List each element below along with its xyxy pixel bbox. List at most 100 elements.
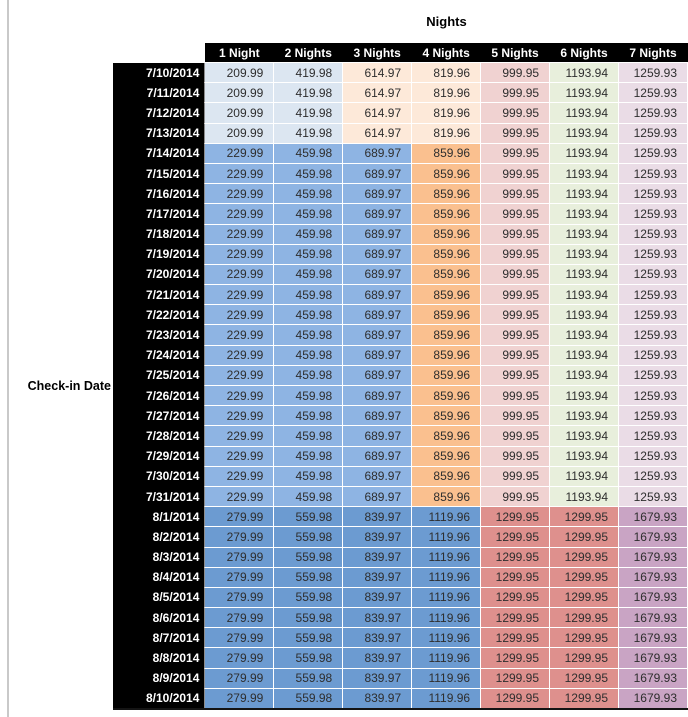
price-cell[interactable]: 459.98 — [273, 223, 344, 245]
price-cell[interactable]: 689.97 — [342, 344, 413, 366]
price-cell[interactable]: 1193.94 — [549, 122, 619, 144]
row-header-date[interactable]: 7/22/2014 — [113, 304, 205, 325]
price-cell[interactable]: 859.96 — [411, 445, 482, 467]
price-cell[interactable]: 459.98 — [273, 284, 344, 306]
price-cell[interactable]: 689.97 — [342, 162, 413, 185]
price-cell[interactable]: 1259.93 — [618, 263, 688, 286]
price-cell[interactable]: 689.97 — [342, 284, 413, 306]
row-header-date[interactable]: 7/23/2014 — [113, 324, 205, 346]
price-cell[interactable]: 559.98 — [273, 566, 344, 588]
price-cell[interactable]: 999.95 — [480, 223, 551, 245]
price-cell[interactable]: 859.96 — [411, 324, 482, 346]
price-cell[interactable]: 1259.93 — [618, 405, 688, 427]
price-cell[interactable]: 1299.95 — [480, 566, 551, 588]
price-cell[interactable]: 1119.96 — [411, 586, 482, 609]
price-cell[interactable]: 1259.93 — [618, 61, 688, 84]
price-cell[interactable]: 859.96 — [411, 384, 482, 407]
price-cell[interactable]: 689.97 — [342, 425, 413, 447]
price-cell[interactable]: 839.97 — [342, 627, 413, 649]
price-cell[interactable]: 1119.96 — [411, 506, 482, 528]
price-cell[interactable]: 689.97 — [342, 223, 413, 245]
price-cell[interactable]: 859.96 — [411, 284, 482, 306]
price-cell[interactable]: 689.97 — [342, 304, 413, 326]
price-cell[interactable]: 1259.93 — [618, 364, 688, 387]
price-cell[interactable]: 999.95 — [480, 364, 551, 387]
price-cell[interactable]: 1193.94 — [549, 223, 619, 245]
price-cell[interactable]: 999.95 — [480, 203, 551, 225]
price-cell[interactable]: 1193.94 — [549, 183, 619, 205]
price-cell[interactable]: 1259.93 — [618, 425, 688, 447]
price-cell[interactable]: 999.95 — [480, 324, 551, 346]
price-cell[interactable]: 614.97 — [342, 122, 413, 144]
price-cell[interactable]: 839.97 — [342, 566, 413, 588]
price-cell[interactable]: 1193.94 — [549, 61, 619, 84]
price-cell[interactable]: 419.98 — [273, 61, 344, 84]
price-cell[interactable]: 229.99 — [204, 304, 275, 326]
price-cell[interactable]: 1299.95 — [480, 607, 551, 629]
row-header-date[interactable]: 7/19/2014 — [113, 244, 205, 265]
price-cell[interactable]: 1679.93 — [618, 546, 688, 568]
price-cell[interactable]: 279.99 — [204, 506, 275, 528]
price-cell[interactable]: 559.98 — [273, 687, 344, 710]
price-cell[interactable]: 1679.93 — [618, 586, 688, 609]
price-cell[interactable]: 209.99 — [204, 82, 275, 104]
column-header-6-nights[interactable]: 6 Nights — [549, 43, 619, 63]
price-cell[interactable]: 1193.94 — [549, 284, 619, 306]
price-cell[interactable]: 1299.95 — [480, 687, 551, 710]
price-cell[interactable]: 1193.94 — [549, 485, 619, 508]
price-cell[interactable]: 999.95 — [480, 465, 551, 487]
price-cell[interactable]: 1259.93 — [618, 122, 688, 144]
price-cell[interactable]: 229.99 — [204, 445, 275, 467]
price-cell[interactable]: 859.96 — [411, 304, 482, 326]
price-cell[interactable]: 459.98 — [273, 465, 344, 487]
column-header-1-night[interactable]: 1 Night — [204, 43, 274, 63]
price-cell[interactable]: 999.95 — [480, 304, 551, 326]
price-cell[interactable]: 229.99 — [204, 263, 275, 286]
row-header-date[interactable]: 7/11/2014 — [113, 82, 205, 103]
price-cell[interactable]: 1299.95 — [480, 526, 551, 548]
price-cell[interactable]: 1679.93 — [618, 687, 688, 710]
price-cell[interactable]: 1259.93 — [618, 162, 688, 185]
price-cell[interactable]: 1299.95 — [549, 526, 619, 548]
price-cell[interactable]: 1259.93 — [618, 284, 688, 306]
price-cell[interactable]: 559.98 — [273, 607, 344, 629]
price-cell[interactable]: 229.99 — [204, 223, 275, 245]
row-header-date[interactable]: 8/3/2014 — [113, 547, 205, 568]
price-cell[interactable]: 459.98 — [273, 183, 344, 205]
price-cell[interactable]: 859.96 — [411, 344, 482, 366]
price-cell[interactable]: 689.97 — [342, 183, 413, 205]
price-cell[interactable]: 459.98 — [273, 344, 344, 366]
price-cell[interactable]: 999.95 — [480, 183, 551, 205]
price-cell[interactable]: 819.96 — [411, 102, 482, 124]
price-cell[interactable]: 1259.93 — [618, 243, 688, 265]
row-header-date[interactable]: 8/10/2014 — [113, 688, 205, 709]
column-header-4-nights[interactable]: 4 Nights — [411, 43, 481, 63]
price-cell[interactable]: 229.99 — [204, 384, 275, 407]
price-cell[interactable]: 859.96 — [411, 183, 482, 205]
price-cell[interactable]: 859.96 — [411, 142, 482, 164]
row-header-date[interactable]: 7/13/2014 — [113, 123, 205, 144]
price-cell[interactable]: 279.99 — [204, 586, 275, 609]
row-header-date[interactable]: 8/2/2014 — [113, 526, 205, 547]
price-cell[interactable]: 859.96 — [411, 203, 482, 225]
price-cell[interactable]: 839.97 — [342, 667, 413, 689]
price-cell[interactable]: 1299.95 — [549, 667, 619, 689]
price-cell[interactable]: 459.98 — [273, 243, 344, 265]
price-cell[interactable]: 279.99 — [204, 607, 275, 629]
row-header-date[interactable]: 7/10/2014 — [113, 62, 205, 83]
price-cell[interactable]: 1259.93 — [618, 223, 688, 245]
price-cell[interactable]: 559.98 — [273, 506, 344, 528]
row-header-date[interactable]: 7/16/2014 — [113, 183, 205, 204]
price-cell[interactable]: 1679.93 — [618, 627, 688, 649]
price-cell[interactable]: 839.97 — [342, 687, 413, 710]
price-cell[interactable]: 1299.95 — [549, 647, 619, 669]
price-cell[interactable]: 229.99 — [204, 485, 275, 508]
price-cell[interactable]: 1299.95 — [549, 586, 619, 609]
price-cell[interactable]: 1259.93 — [618, 304, 688, 326]
price-cell[interactable]: 1119.96 — [411, 667, 482, 689]
row-header-date[interactable]: 8/7/2014 — [113, 627, 205, 648]
price-cell[interactable]: 559.98 — [273, 546, 344, 568]
price-cell[interactable]: 1299.95 — [480, 647, 551, 669]
row-header-date[interactable]: 7/17/2014 — [113, 203, 205, 224]
price-cell[interactable]: 459.98 — [273, 384, 344, 407]
